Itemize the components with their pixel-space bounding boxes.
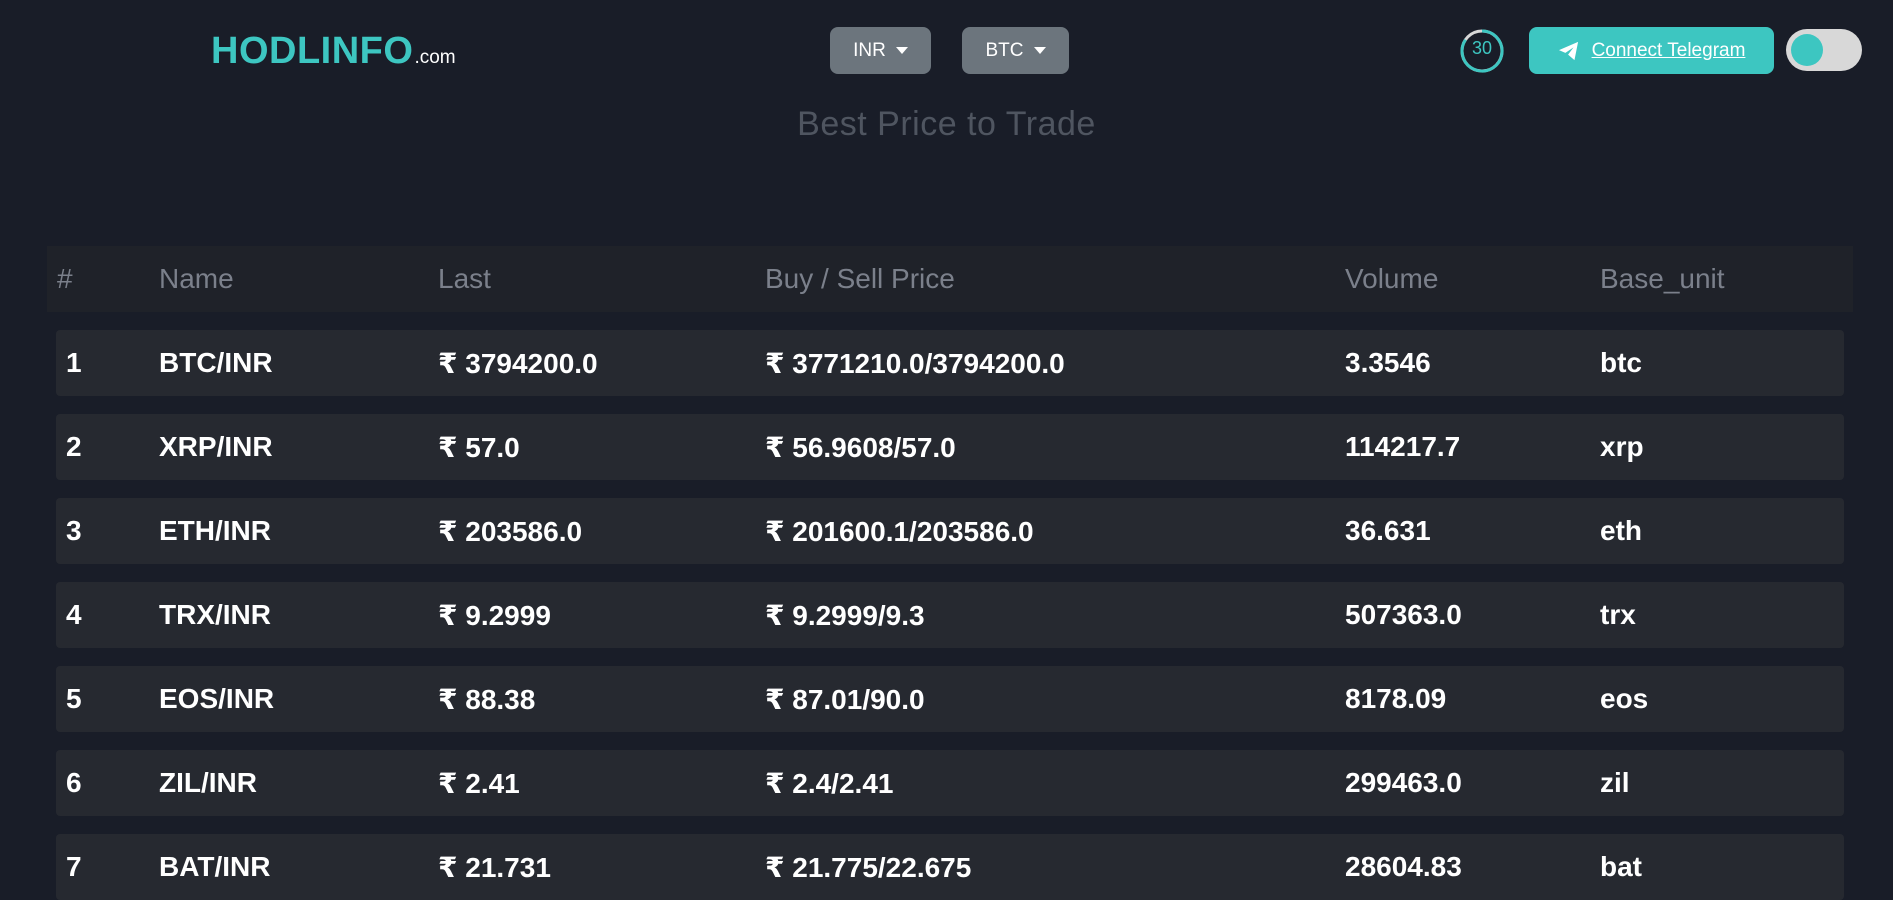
row-base-unit: eos	[1600, 683, 1649, 714]
row-base-unit: eth	[1600, 515, 1642, 546]
row-base-unit: btc	[1600, 347, 1642, 378]
timer-ring-icon	[1460, 29, 1504, 73]
column-header-name: Name	[159, 263, 234, 294]
caret-down-icon	[895, 47, 908, 54]
logo-suffix-text: .com	[414, 47, 456, 68]
row-name: TRX/INR	[159, 599, 271, 630]
table-row: 5 EOS/INR ₹ 88.38 ₹ 87.01/90.0 8178.09 e…	[56, 666, 1844, 732]
theme-toggle[interactable]	[1786, 29, 1862, 71]
timer-count: 30	[1471, 37, 1493, 58]
table-row: 1 BTC/INR ₹ 3794200.0 ₹ 3771210.0/379420…	[56, 330, 1844, 396]
coin-dropdown[interactable]: BTC	[962, 27, 1069, 74]
row-buy-sell: ₹ 3771210.0/3794200.0	[765, 347, 1065, 379]
row-name: BAT/INR	[159, 851, 271, 882]
table-row: 3 ETH/INR ₹ 203586.0 ₹ 201600.1/203586.0…	[56, 498, 1844, 564]
currency-dropdown-label: INR	[853, 39, 886, 61]
row-last: ₹ 9.2999	[438, 599, 551, 631]
row-volume: 8178.09	[1345, 683, 1447, 714]
row-buy-sell: ₹ 21.775/22.675	[765, 851, 972, 883]
row-base-unit: bat	[1600, 851, 1642, 882]
row-name: ETH/INR	[159, 515, 271, 546]
row-buy-sell: ₹ 87.01/90.0	[765, 683, 925, 715]
row-last: ₹ 2.41	[438, 767, 520, 799]
column-header-index: #	[57, 263, 73, 294]
row-index: 2	[66, 431, 82, 462]
row-index: 5	[66, 683, 82, 714]
currency-dropdown[interactable]: INR	[830, 27, 931, 74]
row-base-unit: trx	[1600, 599, 1636, 630]
row-volume: 36.631	[1345, 515, 1431, 546]
top-header: HODLINFO .com INR BTC 30 Connect Telegra…	[0, 0, 1893, 100]
price-table: # Name Last Buy / Sell Price Volume Base…	[47, 246, 1853, 900]
row-name: EOS/INR	[159, 683, 275, 714]
coin-dropdown-label: BTC	[985, 39, 1024, 61]
table-header: # Name Last Buy / Sell Price Volume Base…	[47, 246, 1853, 312]
table-row: 2 XRP/INR ₹ 57.0 ₹ 56.9608/57.0 114217.7…	[56, 414, 1844, 480]
row-volume: 114217.7	[1345, 431, 1461, 462]
page-subtitle: Best Price to Trade	[797, 105, 1096, 143]
connect-telegram-label: Connect Telegram	[1591, 39, 1746, 61]
row-volume: 507363.0	[1345, 599, 1462, 630]
site-logo[interactable]: HODLINFO .com	[211, 30, 456, 73]
row-index: 7	[66, 851, 82, 882]
row-base-unit: xrp	[1600, 431, 1644, 462]
telegram-icon	[1558, 41, 1578, 60]
table-row: 7 BAT/INR ₹ 21.731 ₹ 21.775/22.675 28604…	[56, 834, 1844, 900]
row-name: ZIL/INR	[159, 767, 257, 798]
row-index: 6	[66, 767, 82, 798]
row-buy-sell: ₹ 56.9608/57.0	[765, 431, 956, 463]
row-index: 3	[66, 515, 82, 546]
toggle-knob	[1791, 34, 1823, 66]
row-volume: 299463.0	[1345, 767, 1462, 798]
row-index: 4	[66, 599, 82, 630]
caret-down-icon	[1033, 47, 1046, 54]
row-last: ₹ 21.731	[438, 851, 551, 883]
row-buy-sell: ₹ 2.4/2.41	[765, 767, 894, 799]
row-name: XRP/INR	[159, 431, 273, 462]
row-buy-sell: ₹ 201600.1/203586.0	[765, 515, 1034, 547]
connect-telegram-button[interactable]: Connect Telegram	[1529, 27, 1774, 74]
column-header-volume: Volume	[1345, 263, 1439, 294]
row-last: ₹ 88.38	[438, 683, 536, 715]
row-last: ₹ 57.0	[438, 431, 520, 463]
row-name: BTC/INR	[159, 347, 273, 378]
row-buy-sell: ₹ 9.2999/9.3	[765, 599, 925, 631]
table-body: 1 BTC/INR ₹ 3794200.0 ₹ 3771210.0/379420…	[47, 330, 1853, 900]
row-volume: 28604.83	[1345, 851, 1462, 882]
row-last: ₹ 3794200.0	[438, 347, 598, 379]
column-header-base-unit: Base_unit	[1600, 263, 1725, 294]
logo-main-text: HODLINFO	[211, 30, 414, 72]
column-header-buy-sell: Buy / Sell Price	[765, 263, 955, 294]
row-last: ₹ 203586.0	[438, 515, 583, 547]
column-header-last: Last	[438, 263, 491, 294]
table-row: 4 TRX/INR ₹ 9.2999 ₹ 9.2999/9.3 507363.0…	[56, 582, 1844, 648]
table-row: 6 ZIL/INR ₹ 2.41 ₹ 2.4/2.41 299463.0 zil	[56, 750, 1844, 816]
row-index: 1	[66, 347, 82, 378]
refresh-timer: 30	[1459, 28, 1505, 74]
row-base-unit: zil	[1600, 767, 1630, 798]
row-volume: 3.3546	[1345, 347, 1431, 378]
